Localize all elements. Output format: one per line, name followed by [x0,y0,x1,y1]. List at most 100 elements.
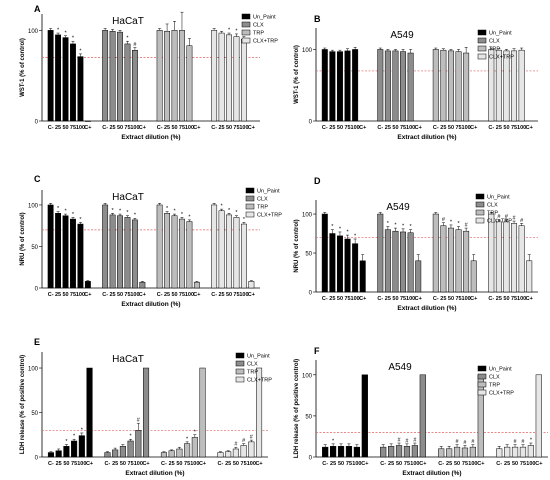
legend-label: CLX+TRP [257,213,282,219]
x-tick-label: 50 [226,125,232,131]
bar [432,213,439,293]
significance-mark: # [456,439,460,445]
x-tick-label: 100 [185,292,194,298]
x-tick-label: C- [161,461,167,467]
x-tick-label: C- [102,292,108,298]
bar [496,448,503,458]
x-tick-label: 50 [117,125,123,131]
bar [62,215,69,289]
x-tick-label: 25 [112,461,118,467]
x-tick-label: C- [433,296,439,302]
bar [419,374,426,458]
x-tick-label: C- [211,125,217,131]
bar [135,430,142,458]
legend-label: CLX+TRP [487,219,512,225]
y-tick-label: 0 [309,456,313,462]
significance-mark: * [126,210,129,216]
significance-mark: * [65,439,68,445]
significance-mark: * [235,210,238,216]
significance-mark: * [402,223,405,229]
bar [62,37,69,122]
x-tick-label: C- [157,292,163,298]
x-tick-label: C+ [86,461,93,467]
bar [102,204,109,289]
bar [388,446,395,458]
legend-swatch [245,203,255,210]
x-tick-label: 75 [462,461,468,467]
x-tick-label: 100 [351,125,360,131]
significance-mark: * [331,224,334,230]
legend-label: CLX [487,203,498,209]
x-tick-label: C+ [535,461,542,467]
x-tick-label: C- [211,292,217,298]
x-tick-label: C- [438,461,444,467]
significance-mark: * [332,438,335,444]
bar [535,374,542,458]
x-tick-label: 50 [338,461,344,467]
x-tick-label: 50 [337,296,343,302]
bar [392,230,399,293]
bar [352,49,359,122]
x-tick-label: C+ [248,292,255,298]
x-tick-label: 25 [219,292,225,298]
bar [248,441,255,458]
significance-mark: * [72,36,75,42]
legend-label: TRP [247,370,258,376]
legend-label: TRP [489,47,500,53]
x-tick-label: C- [377,296,383,302]
bar [240,39,247,122]
legend-swatch [241,13,251,20]
x-tick-label: 50 [396,461,402,467]
significance-mark: # [242,438,246,444]
bar [156,204,163,289]
x-tick-label: 100 [134,461,143,467]
x-tick-label: 25 [55,125,61,131]
x-tick-label: 50 [392,296,398,302]
x-tick-label: C- [48,461,54,467]
x-tick-label: 25 [169,461,175,467]
bar [453,446,461,458]
x-tick-label: C+ [415,296,422,302]
x-tick-label: C+ [139,125,146,131]
x-tick-label: C- [433,125,439,131]
bar [84,281,91,289]
bar [329,51,336,122]
bar [359,260,366,293]
bar [176,448,183,458]
panel-title: A549 [388,362,412,373]
significance-mark: * [186,436,189,442]
x-tick-label: 75 [233,292,239,298]
x-tick-label: 50 [503,125,509,131]
x-axis-label: Extract dilution (%) [125,470,184,477]
significance-mark: * [126,36,129,42]
x-tick-label: C- [380,461,386,467]
bar [211,30,218,122]
bar [47,204,54,289]
bar [84,120,91,122]
y-tick-label: 100 [28,203,39,209]
x-tick-label: 25 [446,461,452,467]
bar [407,52,414,122]
significance-mark: # [505,214,509,220]
x-tick-label: 50 [503,296,509,302]
y-tick-label: 0 [35,120,39,126]
x-tick-label: 100 [351,296,360,302]
legend-label: Un_Paint [257,189,280,195]
x-tick-label: 75 [233,125,239,131]
significance-mark: * [72,212,75,218]
x-tick-label: 50 [448,296,454,302]
x-tick-label: 100 [77,461,86,467]
significance-mark: # [442,217,446,223]
significance-mark: * [73,434,76,440]
legend-swatch [245,187,255,194]
x-tick-label: 50 [454,461,460,467]
x-tick-label: 100 [462,296,471,302]
y-tick-label: 50 [305,414,312,420]
bar [124,43,131,122]
x-tick-label: 25 [496,296,502,302]
bar [127,440,134,458]
legend-swatch [477,45,487,52]
x-axis-label: Extract dilution (%) [121,301,180,308]
